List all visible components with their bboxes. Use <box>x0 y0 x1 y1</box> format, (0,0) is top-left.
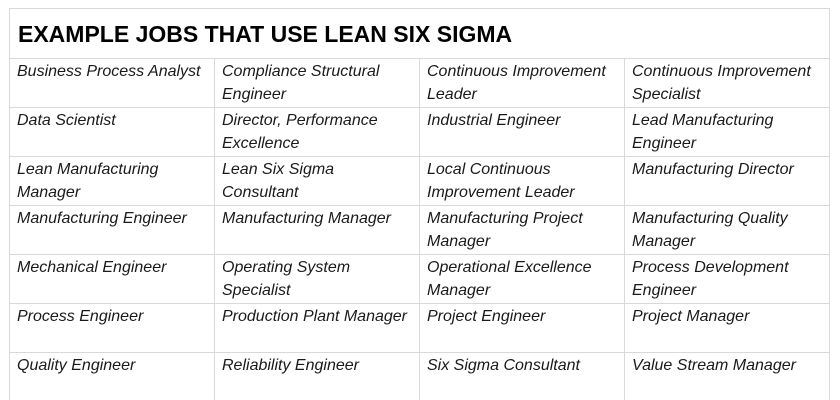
job-cell: Manufacturing Manager <box>214 205 420 255</box>
job-cell: Project Engineer <box>419 303 625 353</box>
table-row: Quality Engineer Reliability Engineer Six … <box>9 352 830 400</box>
title-row: EXAMPLE JOBS THAT USE LEAN SIX SIGMA <box>9 8 830 59</box>
table-row: Manufacturing Engineer Manufacturing Mana… <box>9 205 830 255</box>
job-cell: Mechanical Engineer <box>9 254 215 304</box>
table-row: Process Engineer Production Plant Manager… <box>9 303 830 353</box>
job-cell: Compliance Structural Engineer <box>214 58 420 108</box>
table-row: Business Process Analyst Compliance Struc… <box>9 58 830 108</box>
job-cell: Manufacturing Engineer <box>9 205 215 255</box>
jobs-table: EXAMPLE JOBS THAT USE LEAN SIX SIGMA Bus… <box>9 8 830 400</box>
jobs-table-body: EXAMPLE JOBS THAT USE LEAN SIX SIGMA Bus… <box>9 8 830 400</box>
job-cell: Director, Performance Excellence <box>214 107 420 157</box>
job-cell: Lean Manufacturing Manager <box>9 156 215 206</box>
job-cell: Quality Engineer <box>9 352 215 400</box>
job-cell: Continuous Improvement Specialist <box>624 58 830 108</box>
table-row: Lean Manufacturing Manager Lean Six Sigma… <box>9 156 830 206</box>
job-cell: Manufacturing Project Manager <box>419 205 625 255</box>
job-cell: Operating System Specialist <box>214 254 420 304</box>
job-cell: Production Plant Manager <box>214 303 420 353</box>
job-cell: Industrial Engineer <box>419 107 625 157</box>
job-cell: Process Development Engineer <box>624 254 830 304</box>
job-cell: Lead Manufacturing Engineer <box>624 107 830 157</box>
job-cell: Process Engineer <box>9 303 215 353</box>
job-cell: Project Manager <box>624 303 830 353</box>
job-cell: Manufacturing Director <box>624 156 830 206</box>
job-cell: Business Process Analyst <box>9 58 215 108</box>
job-cell: Operational Excellence Manager <box>419 254 625 304</box>
job-cell: Continuous Improvement Leader <box>419 58 625 108</box>
job-cell: Reliability Engineer <box>214 352 420 400</box>
table-title: EXAMPLE JOBS THAT USE LEAN SIX SIGMA <box>9 8 830 59</box>
table-row: Data Scientist Director, Performance Exce… <box>9 107 830 157</box>
job-cell: Local Continuous Improvement Leader <box>419 156 625 206</box>
job-cell: Six Sigma Consultant <box>419 352 625 400</box>
table-row: Mechanical Engineer Operating System Spec… <box>9 254 830 304</box>
job-cell: Data Scientist <box>9 107 215 157</box>
job-cell: Lean Six Sigma Consultant <box>214 156 420 206</box>
job-cell: Value Stream Manager <box>624 352 830 400</box>
job-cell: Manufacturing Quality Manager <box>624 205 830 255</box>
